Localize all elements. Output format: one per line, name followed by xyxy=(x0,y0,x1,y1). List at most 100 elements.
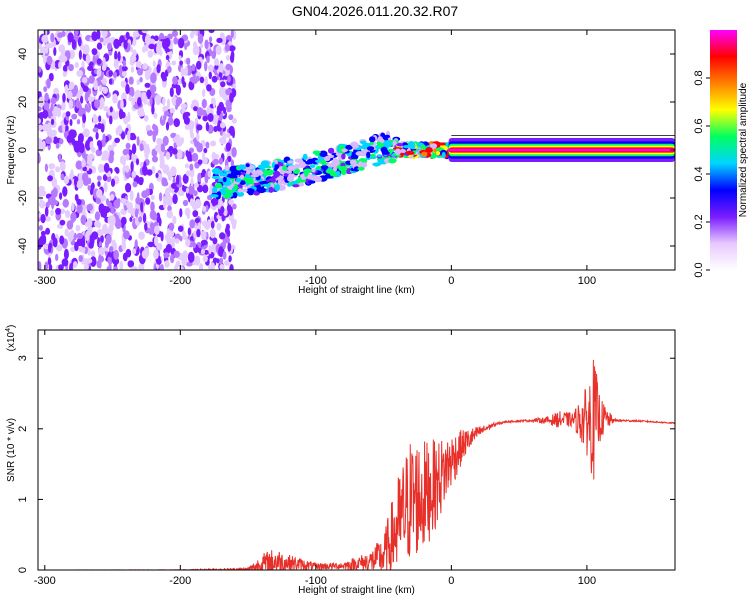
heatmap-cell xyxy=(238,165,247,170)
heatmap-cell xyxy=(197,33,204,44)
heatmap-cell xyxy=(224,260,231,266)
heatmap-cell xyxy=(197,159,203,165)
heatmap-cell xyxy=(92,127,99,133)
heatmap-cell xyxy=(311,168,316,173)
heatmap-cell xyxy=(176,139,183,147)
heatmap-cell xyxy=(220,81,226,88)
heatmap-cell xyxy=(215,182,223,189)
heatmap-cell xyxy=(165,54,170,61)
heatmap-cell xyxy=(192,210,199,218)
y-axis-label: SNR (10 * v/v) xyxy=(6,418,17,482)
heatmap-cell xyxy=(234,170,240,176)
heatmap-cell xyxy=(109,150,115,158)
x-tick-label: -300 xyxy=(34,575,56,587)
heatmap-cell xyxy=(51,129,57,136)
heatmap-cell xyxy=(302,153,308,161)
heatmap-cell xyxy=(68,82,74,91)
heatmap-cell xyxy=(137,96,142,107)
heatmap-cell xyxy=(287,165,296,171)
heatmap-cell xyxy=(177,225,184,232)
heatmap-cell xyxy=(175,238,180,244)
heatmap-cell xyxy=(79,87,83,98)
heatmap-cell xyxy=(113,59,119,69)
heatmap-cell xyxy=(96,189,103,199)
heatmap-cell xyxy=(106,266,111,270)
heatmap-cell xyxy=(99,37,104,43)
heatmap-cell xyxy=(394,148,401,156)
heatmap-cell xyxy=(187,251,195,263)
heatmap-cell xyxy=(244,177,254,184)
heatmap-cell xyxy=(332,167,338,172)
heatmap-cell xyxy=(192,242,197,249)
heatmap-cell xyxy=(152,60,156,67)
heatmap-cell xyxy=(128,76,134,85)
heatmap-cell xyxy=(388,158,397,164)
heatmap-cell xyxy=(167,116,174,126)
heatmap-cell xyxy=(377,142,384,148)
heatmap-cell xyxy=(45,216,51,222)
heatmap-cell xyxy=(75,97,80,109)
heatmap-cell xyxy=(314,176,322,183)
heatmap-cell xyxy=(73,232,77,241)
heatmap-cell xyxy=(202,220,208,227)
heatmap-cell xyxy=(88,75,95,84)
heatmap-cell xyxy=(324,155,331,162)
heatmap-cell xyxy=(145,143,150,155)
heatmap-cell xyxy=(86,217,93,228)
heatmap-cell xyxy=(40,213,46,224)
heatmap-cell xyxy=(138,231,145,240)
heatmap-cell xyxy=(94,211,101,221)
heatmap-cell xyxy=(82,113,87,124)
heatmap-cell xyxy=(55,142,60,149)
heatmap-cell xyxy=(65,111,71,117)
heatmap-cell xyxy=(212,159,219,165)
heatmap-cell xyxy=(425,147,433,153)
heatmap-cell xyxy=(61,30,66,37)
heatmap-cell xyxy=(91,48,98,56)
heatmap-cell xyxy=(200,248,206,255)
heatmap-cell xyxy=(76,237,84,247)
heatmap-cell xyxy=(268,186,274,193)
heatmap-cell xyxy=(341,148,348,153)
heatmap-cell xyxy=(141,190,147,198)
heatmap-cell xyxy=(52,187,58,198)
heatmap-cell xyxy=(225,132,231,138)
heatmap-cell xyxy=(231,117,237,124)
heatmap-cell xyxy=(80,214,87,225)
heatmap-cell xyxy=(142,46,146,53)
heatmap-cell xyxy=(56,107,62,118)
heatmap-cell xyxy=(359,140,367,145)
heatmap-cell xyxy=(58,153,62,163)
heatmap-cell xyxy=(226,55,230,61)
heatmap-cell xyxy=(307,180,316,184)
heatmap-cell xyxy=(141,249,149,259)
heatmap-cell xyxy=(194,255,201,266)
colorbar xyxy=(710,30,737,270)
heatmap-cell xyxy=(156,64,161,74)
heatmap-cell xyxy=(94,221,98,227)
heatmap-cell xyxy=(228,45,236,52)
heatmap-cell xyxy=(227,242,232,252)
heatmap-cell xyxy=(112,257,120,266)
heatmap-cell xyxy=(112,93,118,104)
heatmap-cell xyxy=(154,225,160,235)
heatmap-cell xyxy=(58,44,65,53)
heatmap-cell xyxy=(220,122,226,129)
heatmap-cell xyxy=(47,175,53,182)
heatmap-cell xyxy=(160,143,165,153)
heatmap-cell xyxy=(210,220,215,229)
heatmap-cell xyxy=(170,253,175,264)
heatmap-cell xyxy=(78,142,85,154)
heatmap-cell xyxy=(438,142,447,146)
heatmap-cell xyxy=(134,239,138,251)
heatmap-cell xyxy=(76,119,81,125)
heatmap-cell xyxy=(222,251,227,260)
heatmap-cell xyxy=(66,90,73,100)
heatmap-cell xyxy=(402,145,411,149)
heatmap-cell xyxy=(176,149,183,160)
heatmap-cell xyxy=(95,132,99,140)
heatmap-cell xyxy=(192,45,200,56)
heatmap-cell xyxy=(191,63,196,72)
heatmap-cell xyxy=(245,188,255,194)
